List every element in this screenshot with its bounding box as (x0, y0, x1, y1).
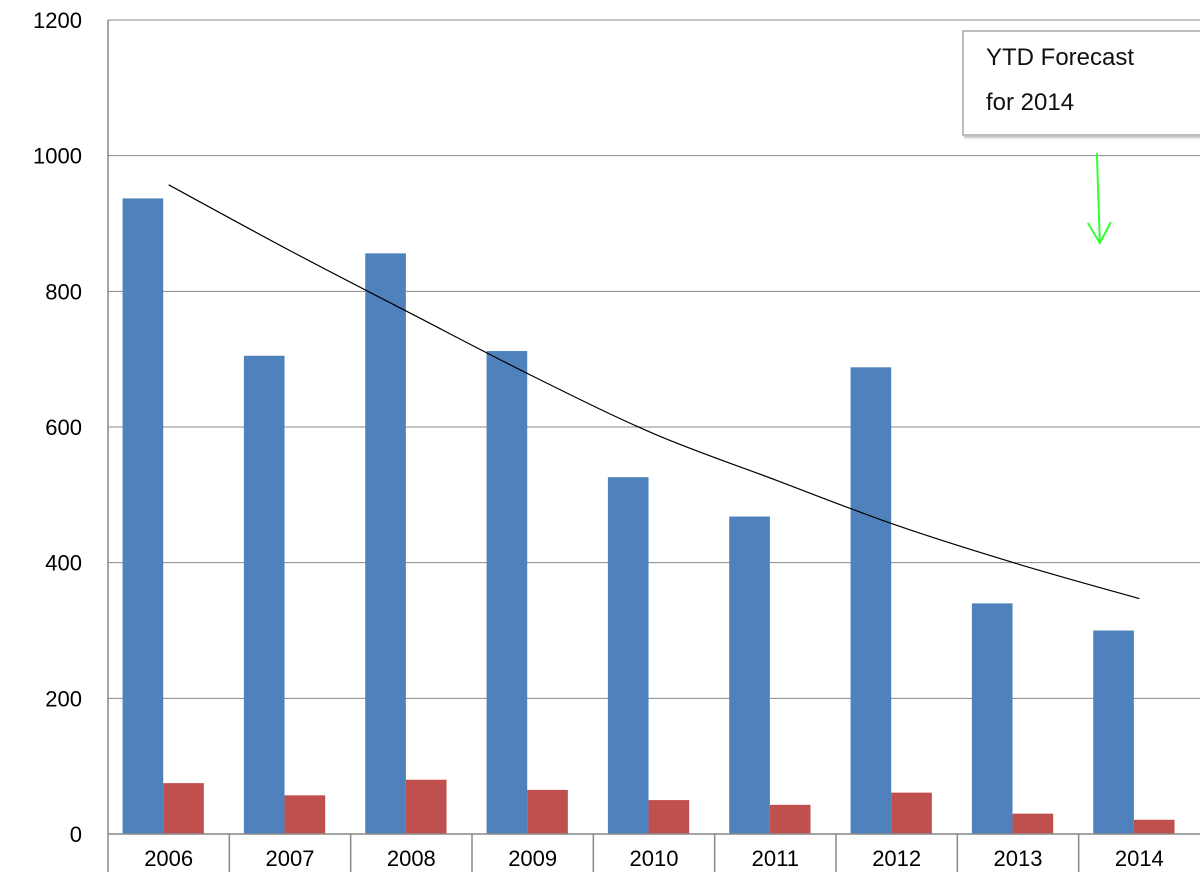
x-tick-label: 2008 (387, 846, 436, 871)
y-tick-label: 0 (70, 822, 82, 847)
annotation-arrow-shaft (1095, 152, 1101, 244)
x-tick-label: 2014 (1115, 846, 1164, 871)
bar-series-1 (971, 603, 1013, 834)
bar-series-2 (891, 792, 932, 834)
y-tick-label: 600 (45, 415, 82, 440)
x-tick-label: 2010 (630, 846, 679, 871)
bar-series-2 (284, 795, 326, 834)
trendline-group (168, 184, 1140, 600)
bar-series-1 (365, 253, 406, 834)
annotation-line-2: for 2014 (986, 89, 1075, 116)
bar-series-2 (405, 779, 447, 834)
x-tick-label: 2006 (144, 846, 193, 871)
annotation-arrow-group (1087, 152, 1112, 246)
bar-series-2 (769, 804, 811, 834)
y-tick-label: 800 (45, 279, 82, 304)
bar-series-2 (527, 789, 568, 834)
bar-series-1 (486, 351, 528, 834)
y-tick-label: 200 (45, 686, 82, 711)
bar-series-1 (607, 477, 649, 834)
x-tick-label: 2009 (508, 846, 557, 871)
bar-series-2 (1012, 813, 1054, 834)
tick-labels: 0 200 400 600 800 1000 1200 2006 2007 2008 2009 201… (33, 8, 1164, 871)
bar-series-2 (648, 800, 690, 834)
bar-series-1 (729, 516, 770, 834)
annotation-box: YTD Forecast for 2014 (962, 30, 1200, 136)
bar-series-1 (122, 198, 164, 834)
trendline (168, 184, 1140, 600)
gridlines (108, 19, 1200, 699)
annotation-line-1: YTD Forecast (986, 44, 1135, 71)
y-tick-label: 1000 (33, 144, 82, 169)
bar-series-1 (1093, 630, 1134, 834)
y-tick-label: 1200 (33, 8, 82, 33)
bars (122, 198, 1175, 834)
x-tick-label: 2012 (872, 846, 921, 871)
bar-series-1 (850, 367, 892, 834)
y-tick-label: 400 (45, 551, 82, 576)
bar-series-2 (163, 783, 204, 834)
bar-series-2 (1133, 819, 1175, 834)
annotation-arrow-head (1087, 221, 1112, 246)
axes (107, 20, 1200, 872)
bar-series-1 (243, 355, 285, 834)
x-tick-label: 2007 (266, 846, 315, 871)
x-tick-label: 2013 (994, 846, 1043, 871)
x-tick-label: 2011 (752, 846, 799, 871)
